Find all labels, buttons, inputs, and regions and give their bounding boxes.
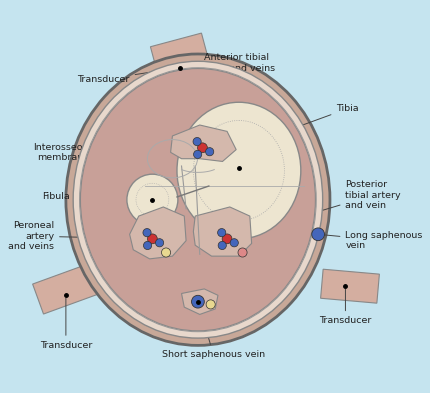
Bar: [33, 264, 99, 314]
Text: Transducer: Transducer: [319, 289, 371, 325]
Circle shape: [217, 229, 225, 237]
Text: Tibia: Tibia: [275, 104, 358, 135]
Text: Peroneal
artery
and veins: Peroneal artery and veins: [8, 221, 149, 251]
Circle shape: [205, 148, 213, 156]
Text: Posterior
tibial artery
and vein: Posterior tibial artery and vein: [229, 180, 400, 238]
Polygon shape: [170, 125, 236, 162]
Text: Transducer: Transducer: [77, 68, 177, 84]
Circle shape: [197, 143, 207, 153]
Ellipse shape: [80, 68, 316, 332]
Circle shape: [193, 138, 201, 146]
Text: Long saphenous
vein: Long saphenous vein: [320, 231, 422, 250]
Text: Fibula: Fibula: [42, 191, 149, 200]
Text: Transducer: Transducer: [40, 298, 92, 350]
Circle shape: [230, 239, 238, 247]
Text: Anterior tibial
artery and veins: Anterior tibial artery and veins: [197, 53, 275, 145]
Bar: [150, 33, 209, 75]
Circle shape: [147, 234, 157, 244]
Circle shape: [221, 234, 231, 244]
Polygon shape: [181, 289, 218, 314]
Circle shape: [193, 150, 201, 158]
Ellipse shape: [177, 102, 300, 239]
Ellipse shape: [126, 174, 178, 225]
Circle shape: [218, 241, 226, 250]
Circle shape: [161, 248, 170, 257]
Circle shape: [143, 229, 151, 237]
Text: Interosseous
membrane: Interosseous membrane: [33, 143, 183, 193]
Circle shape: [155, 239, 163, 247]
Polygon shape: [193, 207, 251, 256]
Ellipse shape: [66, 54, 329, 345]
Ellipse shape: [73, 61, 322, 338]
Text: Short saphenous vein: Short saphenous vein: [161, 304, 264, 359]
Circle shape: [237, 248, 246, 257]
Polygon shape: [129, 207, 186, 259]
Ellipse shape: [80, 68, 315, 331]
Circle shape: [311, 228, 324, 241]
Circle shape: [143, 241, 151, 250]
Circle shape: [191, 295, 204, 308]
Circle shape: [206, 300, 215, 309]
Bar: [320, 269, 378, 303]
